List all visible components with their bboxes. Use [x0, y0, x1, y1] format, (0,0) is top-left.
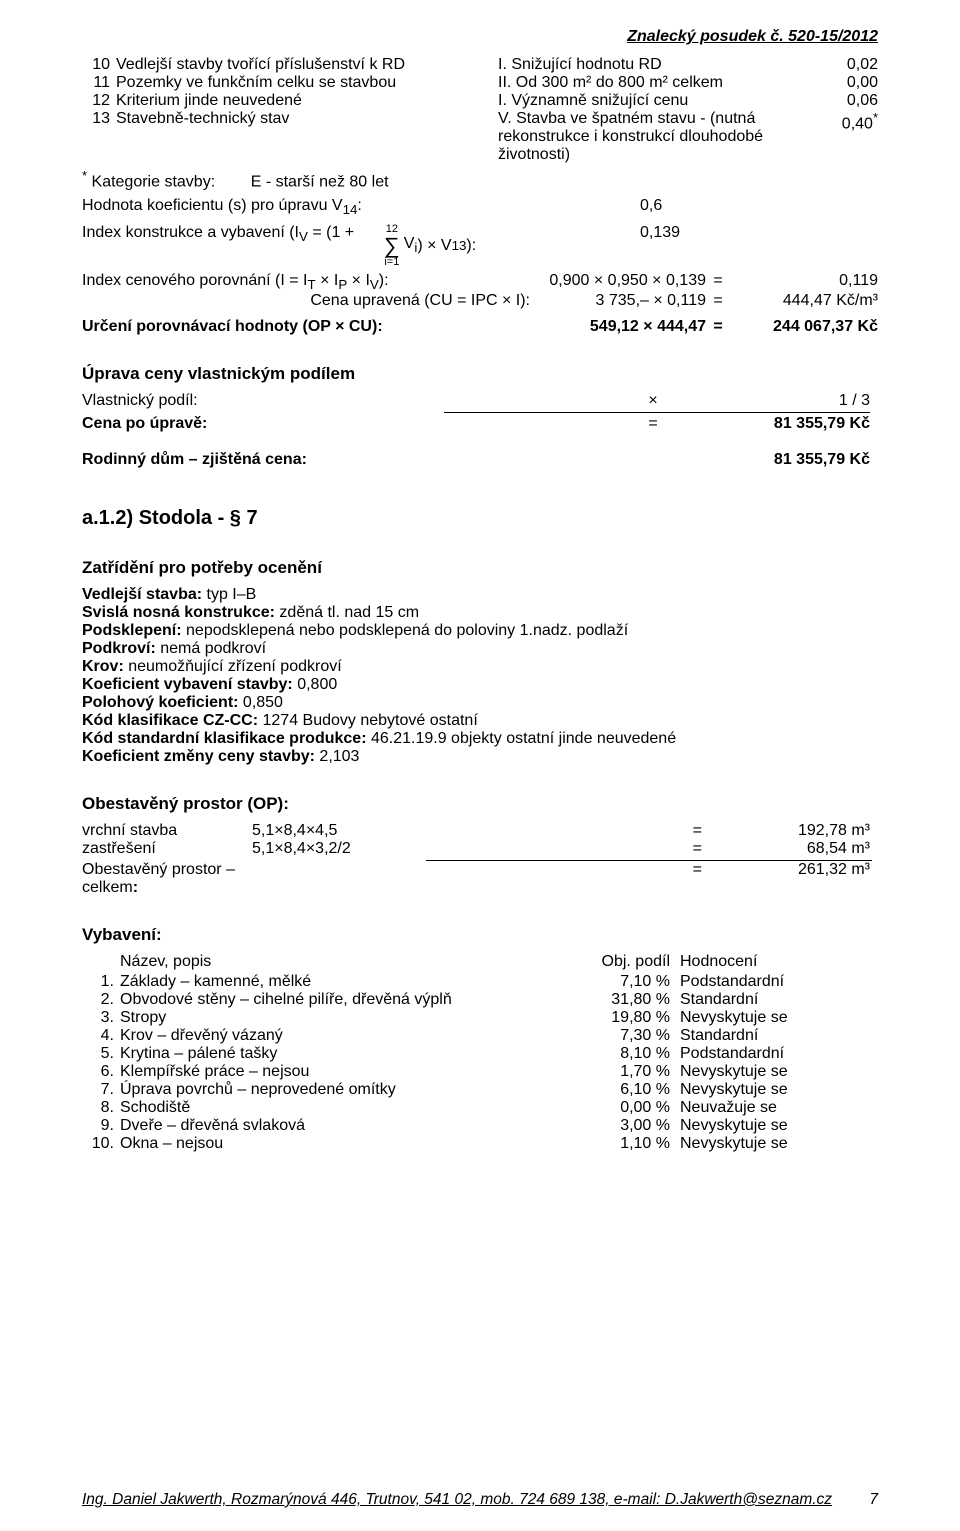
zatr-item: Koeficient vybavení stavby: 0,800	[82, 676, 878, 694]
category-line: * Kategorie stavby: E - starší než 80 le…	[82, 168, 878, 191]
ob-expr: 5,1×8,4×3,2/2	[252, 840, 462, 858]
ob-val: 68,54 m³	[702, 840, 870, 858]
vyb-row: 5.Krytina – pálené tašky8,10 %Podstandar…	[82, 1045, 878, 1063]
crit-desc: Vedlejší stavby tvořící příslušenství k …	[116, 56, 498, 74]
vyb-row: 10.Okna – nejsou1,10 %Nevyskytuje se	[82, 1135, 878, 1153]
divider	[444, 412, 870, 413]
ob-label: zastřešení	[82, 840, 252, 858]
zatr-item: Krov: neumožňující zřízení podkroví	[82, 658, 878, 676]
crit-num: 11	[82, 74, 116, 92]
calc-eq: =	[706, 272, 730, 292]
crit-desc: Stavebně-technický stav	[116, 110, 498, 128]
crit-val: 0,02	[808, 56, 878, 74]
ob-val: 192,78 m³	[702, 822, 870, 840]
urc-eq: =	[706, 318, 730, 336]
crit-val: 0,00	[808, 74, 878, 92]
ob-eq: =	[462, 861, 702, 897]
sigma-symbol: 12 ∑ i=1	[384, 224, 400, 268]
col-hodnoceni: Hodnocení	[670, 953, 870, 971]
urc-expr: 549,12 × 444,47	[536, 318, 706, 336]
zatrideni-list: Vedlejší stavba: typ I–BSvislá nosná kon…	[82, 586, 878, 766]
zatr-item: Kód klasifikace CZ-CC: 1274 Budovy nebyt…	[82, 712, 878, 730]
urc-label: Určení porovnávací hodnoty (OP × CU):	[82, 318, 536, 336]
calc-label: Cena upravená (CU = IPC × I):	[82, 292, 536, 310]
crit-mid: I. Snižující hodnotu RD	[498, 56, 808, 74]
page-footer: Ing. Daniel Jakwerth, Rozmarýnová 446, T…	[82, 1491, 878, 1509]
index-kv-line: Index konstrukce a vybavení (IV = (1 + 1…	[82, 224, 878, 268]
crit-num: 13	[82, 110, 116, 128]
col-nazev: Název, popis	[120, 953, 550, 971]
zatr-item: Podsklepení: nepodsklepená nebo podsklep…	[82, 622, 878, 640]
zatr-item: Vedlejší stavba: typ I–B	[82, 586, 878, 604]
footer-text: Ing. Daniel Jakwerth, Rozmarýnová 446, T…	[82, 1491, 832, 1509]
footer-page: 7	[869, 1491, 878, 1509]
footnote-star: *	[873, 110, 878, 125]
calc-res: 444,47 Kč/m³	[730, 292, 878, 310]
calc-expr: 3 735,– × 0,119	[536, 292, 706, 310]
zatr-item: Svislá nosná konstrukce: zděná tl. nad 1…	[82, 604, 878, 622]
ob-eq: =	[462, 822, 702, 840]
found-price: Rodinný dům – zjištěná cena: 81 355,79 K…	[82, 451, 878, 469]
ob-total-label: Obestavěný prostor – celkem:	[82, 861, 252, 897]
zatr-item: Koeficient změny ceny stavby: 2,103	[82, 748, 878, 766]
price-after-adjust: Cena po úpravě: = 81 355,79 Kč	[82, 415, 878, 433]
calc-table: Index cenového porovnání (I = IT × IP × …	[82, 272, 878, 336]
crit-mid: I. Významně snižující cenu	[498, 92, 808, 110]
crit-mid: V. Stavba ve špatném stavu - (nutná reko…	[498, 110, 808, 164]
zatr-item: Podkroví: nemá podkroví	[82, 640, 878, 658]
calc-label: Index cenového porovnání (I = IT × IP × …	[82, 272, 536, 292]
vyb-row: 8.Schodiště0,00 %Neuvažuje se	[82, 1099, 878, 1117]
vyb-row: 1.Základy – kamenné, mělké7,10 %Podstand…	[82, 973, 878, 991]
calc-res: 0,119	[730, 272, 878, 292]
zatr-item: Polohový koeficient: 0,850	[82, 694, 878, 712]
criteria-block: 10 Vedlejší stavby tvořící příslušenství…	[82, 56, 878, 164]
crit-num: 10	[82, 56, 116, 74]
uprava-heading: Úprava ceny vlastnickým podílem	[82, 364, 878, 384]
ob-eq: =	[462, 840, 702, 858]
ownership-share: Vlastnický podíl: × 1 / 3	[82, 392, 878, 410]
vyb-row: 4.Krov – dřevěný vázaný7,30 %Standardní	[82, 1027, 878, 1045]
urc-res: 244 067,37 Kč	[730, 318, 878, 336]
coefficient-line: Hodnota koeficientu (s) pro úpravu V14: …	[82, 197, 878, 217]
zatr-item: Kód standardní klasifikace produkce: 46.…	[82, 730, 878, 748]
vybaveni-table: Název, popis Obj. podíl Hodnocení 1.Zákl…	[82, 953, 878, 1153]
crit-val: 0,06	[808, 92, 878, 110]
ob-total-val: 261,32 m³	[702, 861, 870, 897]
calc-expr: 0,900 × 0,950 × 0,139	[536, 272, 706, 292]
col-podil: Obj. podíl	[550, 953, 670, 971]
crit-num: 12	[82, 92, 116, 110]
calc-eq: =	[706, 292, 730, 310]
vyb-row: 7.Úprava povrchů – neprovedené omítky6,1…	[82, 1081, 878, 1099]
vyb-row: 6.Klempířské práce – nejsou1,70 %Nevysky…	[82, 1063, 878, 1081]
crit-desc: Pozemky ve funkčním celku se stavbou	[116, 74, 498, 92]
ob-table: vrchní stavba 5,1×8,4×4,5 = 192,78 m³ za…	[82, 822, 878, 897]
ob-expr: 5,1×8,4×4,5	[252, 822, 462, 840]
crit-desc: Kriterium jinde neuvedené	[116, 92, 498, 110]
vyb-row: 9.Dveře – dřevěná svlaková3,00 %Nevyskyt…	[82, 1117, 878, 1135]
vyb-row: 3.Stropy19,80 %Nevyskytuje se	[82, 1009, 878, 1027]
stodola-heading: a.1.2) Stodola - § 7	[82, 507, 878, 530]
obestaveny-heading: Obestavěný prostor (OP):	[82, 794, 878, 814]
crit-mid: II. Od 300 m² do 800 m² celkem	[498, 74, 808, 92]
vybaveni-heading: Vybavení:	[82, 925, 878, 945]
vyb-row: 2.Obvodové stěny – cihelné pilíře, dřevě…	[82, 991, 878, 1009]
zatrideni-heading: Zatřídění pro potřeby ocenění	[82, 558, 878, 578]
crit-val: 0,40*	[808, 110, 878, 133]
page-header: Znalecký posudek č. 520-15/2012	[82, 28, 878, 46]
ob-label: vrchní stavba	[82, 822, 252, 840]
